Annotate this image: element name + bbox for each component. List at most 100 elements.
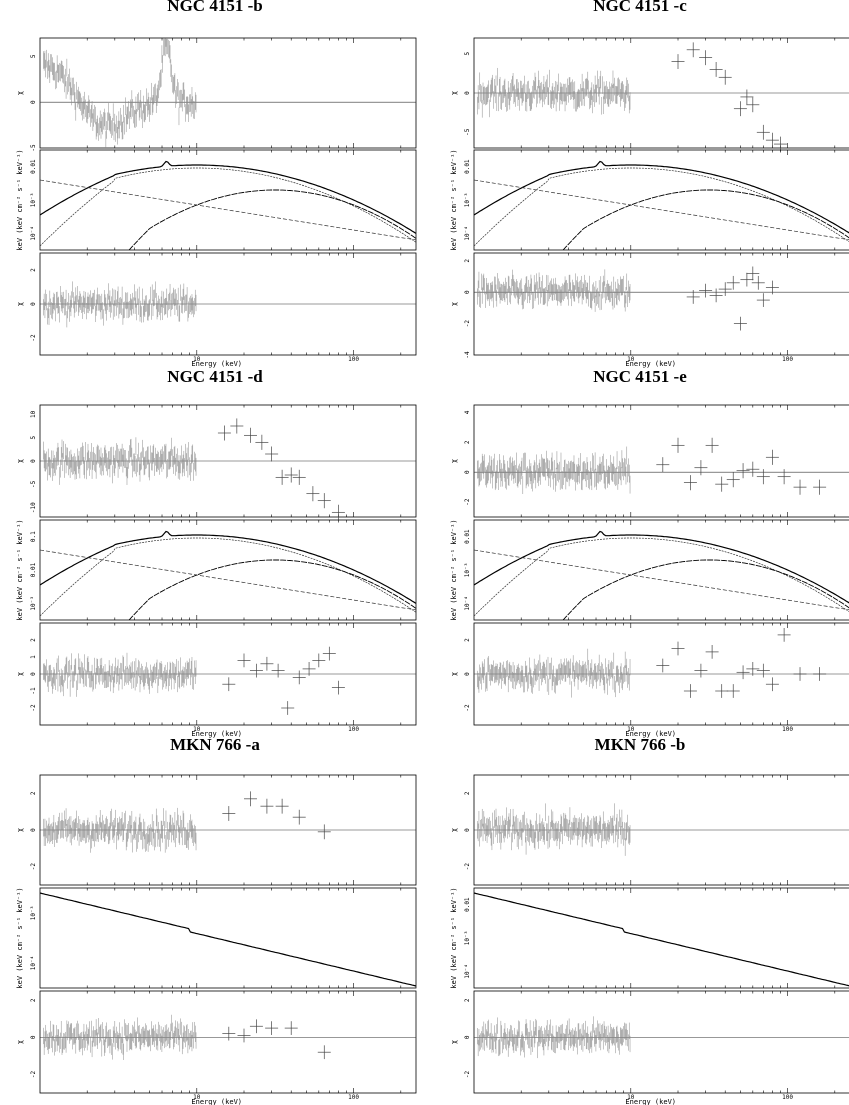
plot-1-residuals-bottom-ytick-label: 2	[30, 268, 37, 272]
plot-3-residuals-top-ylabel: χ	[16, 459, 24, 463]
plot-6-residuals-bottom-ytick-label: 0	[464, 1035, 471, 1039]
plot-4-residuals-top-ytick-label: 2	[464, 440, 471, 444]
plot-3-model	[39, 519, 417, 621]
plot-6-model-model-curves	[474, 892, 849, 987]
model-reflection-curve	[128, 189, 416, 250]
plot-5-residuals-top-data-points	[43, 807, 197, 853]
plot-6-xlabel: Energy (keV)	[625, 1098, 676, 1105]
plot-title-1: NGC 4151 -b	[167, 0, 263, 15]
plot-2-residuals-bottom-ytick-label: -4	[464, 351, 471, 359]
plot-4-model-model-curves	[474, 530, 849, 620]
plot-2-model	[473, 149, 849, 251]
plot-5-residuals-top-ytick-label: 2	[30, 791, 37, 795]
plot-3-residuals-bottom-ytick-label: 0	[30, 672, 37, 676]
plot-6-residuals-top-ytick-label: 2	[464, 791, 471, 795]
plot-4-model-ylabel: keV (keV cm⁻² s⁻¹ keV⁻¹)	[450, 519, 458, 620]
plot-1-residuals-bottom-data-points	[43, 281, 197, 328]
plot-1-model-ylabel: keV (keV cm⁻² s⁻¹ keV⁻¹)	[16, 149, 24, 250]
plot-4-model-ytick-label: 0.01	[464, 529, 471, 544]
plot-3-residuals-bottom-data-points	[43, 652, 197, 697]
plot-3-residuals-top-ytick-label: -10	[30, 502, 37, 513]
plot-1-residuals-top-ytick-label: 5	[30, 54, 37, 58]
plot-1-residuals-top	[39, 37, 417, 149]
plot-1-model	[39, 149, 417, 251]
plot-3-model-ytick-label: 10⁻³	[30, 596, 37, 610]
plot-2-model-ytick-label: 0.01	[464, 159, 471, 174]
plot-2-xtick-label: 10	[627, 356, 635, 363]
plot-2-residuals-top-pds-points	[671, 42, 787, 152]
model-total-curve	[474, 160, 849, 234]
plot-4-xtick-label: 10	[627, 726, 635, 733]
plot-1-model-ytick-label: 0.01	[30, 159, 37, 174]
plot-1-model-ytick-label: 10⁻⁴	[30, 226, 37, 240]
plot-4-xlabel: Energy (keV)	[625, 730, 676, 738]
model-reflection-curve	[562, 559, 849, 620]
plot-2-model-ylabel: keV (keV cm⁻² s⁻¹ keV⁻¹)	[450, 149, 458, 250]
plot-2-residuals-top-ylabel: χ	[450, 91, 458, 95]
plot-3-residuals-top-data-points	[43, 437, 197, 485]
plot-2-model-model-curves	[474, 160, 849, 250]
plot-3-xlabel: Energy (keV)	[191, 730, 242, 738]
model-scattered-curve	[474, 179, 849, 241]
plot-6-model-ytick-label: 0.01	[464, 897, 471, 912]
plot-3-residuals-top-ytick-label: 5	[30, 435, 37, 439]
plot-2-residuals-bottom-ytick-label: -2	[464, 320, 471, 328]
plot-6-model-ytick-label: 10⁻³	[464, 931, 471, 945]
plot-4-residuals-top-ylabel: χ	[450, 459, 458, 463]
plot-5-residuals-bottom-ylabel: χ	[16, 1040, 24, 1044]
plot-4-residuals-bottom-ylabel: χ	[450, 672, 458, 676]
plot-4-residuals-top-ytick-label: 4	[464, 410, 471, 414]
plot-1-residuals-top-ytick-label: -5	[30, 144, 37, 152]
plot-2-residuals-bottom	[473, 252, 849, 356]
plot-2-xlabel: Energy (keV)	[625, 360, 676, 368]
plot-1-xtick-label: 100	[348, 356, 359, 363]
plot-2-residuals-bottom-ytick-label: 0	[464, 290, 471, 294]
plot-5-model	[39, 887, 417, 989]
plot-3-residuals-bottom-ytick-label: -2	[30, 704, 37, 712]
plot-4-residuals-bottom-data-points	[477, 648, 631, 698]
plot-5-model-ylabel: keV (keV cm⁻² s⁻¹ keV⁻¹)	[16, 887, 24, 988]
plot-3-residuals-bottom-ytick-label: -1	[30, 687, 37, 695]
plot-2-residuals-top-ytick-label: 0	[464, 91, 471, 95]
plot-2-model-ytick-label: 10⁻⁴	[464, 226, 471, 240]
plot-6-xtick-label: 100	[782, 1094, 793, 1101]
plot-2-model-ytick-label: 10⁻³	[464, 193, 471, 207]
plot-title-4: NGC 4151 -e	[593, 367, 687, 386]
plot-6-residuals-bottom-ylabel: χ	[450, 1040, 458, 1044]
plot-6-xtick-label: 10	[627, 1094, 635, 1101]
plot-1-residuals-top-ylabel: χ	[16, 91, 24, 95]
plot-4-model-ytick-label: 10⁻³	[464, 563, 471, 577]
plot-1-residuals-top-data-points	[43, 38, 197, 148]
plot-5-xtick-label: 100	[348, 1094, 359, 1101]
model-total-curve	[40, 160, 416, 234]
plot-4-residuals-top-pds-points	[656, 437, 827, 495]
plot-1-residuals-top-ytick-label: 0	[30, 100, 37, 104]
plot-5-residuals-bottom-ytick-label: 0	[30, 1035, 37, 1039]
plot-1-xlabel: Energy (keV)	[191, 360, 242, 368]
plot-3-residuals-bottom-ytick-label: 1	[30, 655, 37, 659]
plot-4-residuals-top	[473, 404, 849, 518]
plot-3-xtick-label: 100	[348, 726, 359, 733]
plot-1-residuals-bottom-ytick-label: -2	[30, 334, 37, 342]
plot-2-residuals-top-ytick-label: -5	[464, 128, 471, 136]
plot-3-residuals-top-ytick-label: 0	[30, 459, 37, 463]
plot-5-residuals-bottom-ytick-label: -2	[30, 1070, 37, 1078]
plot-6-residuals-bottom	[473, 990, 849, 1094]
plot-1-model-model-curves	[40, 160, 416, 250]
plot-3-residuals-top-pds-points	[217, 418, 345, 520]
plot-3-residuals-bottom-ytick-label: 2	[30, 638, 37, 642]
plot-title-5: MKN 766 -a	[170, 735, 260, 754]
plot-4-model-ytick-label: 10⁻⁴	[464, 596, 471, 610]
plot-5-model-ytick-label: 10⁻³	[30, 906, 37, 920]
plot-5-model-ytick-label: 10⁻⁴	[30, 956, 37, 970]
plot-1-residuals-bottom-ytick-label: 0	[30, 302, 37, 306]
model-total-curve	[40, 530, 416, 604]
plot-3-model-ytick-label: 0.1	[30, 531, 37, 542]
plot-5-residuals-top-ylabel: χ	[16, 828, 24, 832]
plot-5-residuals-top-ytick-label: -2	[30, 863, 37, 871]
plot-3-residuals-bottom-ylabel: χ	[16, 672, 24, 676]
model-total-curve	[474, 892, 849, 987]
plot-title-6: MKN 766 -b	[594, 735, 686, 754]
plot-4-residuals-bottom-ytick-label: 0	[464, 672, 471, 676]
plot-title-3: NGC 4151 -d	[167, 367, 263, 386]
